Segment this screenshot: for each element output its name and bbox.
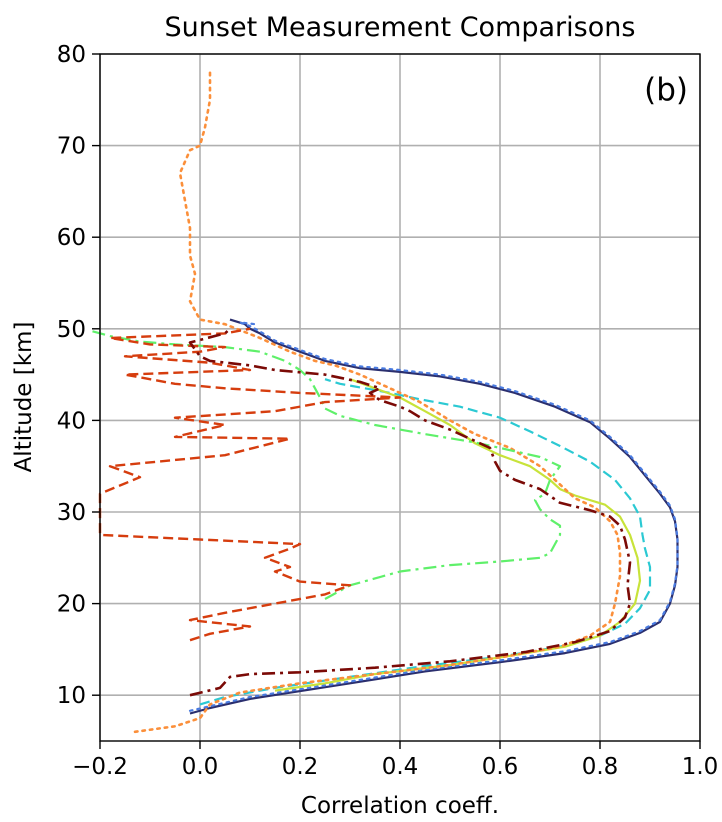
series-layer: [89, 71, 679, 734]
series-line-7: [98, 327, 402, 642]
y-tick-label: 80: [57, 42, 86, 68]
series-line-8: [188, 327, 632, 697]
y-tick-label: 30: [57, 500, 86, 526]
y-tick-label: 10: [57, 683, 86, 709]
series-line-5: [133, 71, 622, 734]
x-tick-label: 0.4: [382, 754, 419, 780]
x-tick-label: −0.2: [72, 754, 128, 780]
panel-label: (b): [644, 72, 688, 108]
series-line-1: [189, 318, 679, 715]
series-line-4: [274, 378, 642, 692]
y-tick-label: 50: [57, 317, 86, 343]
series-line-3: [199, 378, 652, 706]
y-tick-label: 70: [57, 134, 86, 160]
y-tick-label: 20: [57, 592, 86, 618]
x-tick-label: 0.2: [282, 754, 319, 780]
x-tick-label: 0.0: [182, 754, 219, 780]
chart-title: Sunset Measurement Comparisons: [165, 12, 636, 43]
y-tick-label: 40: [57, 408, 86, 434]
x-ticks: −0.2 0.0 0.2 0.4 0.6 0.8 1.0: [72, 741, 718, 780]
y-ticks: 10 20 30 40 50 60 70 80: [57, 42, 100, 709]
x-tick-label: 0.6: [482, 754, 519, 780]
x-tick-label: 1.0: [682, 754, 719, 780]
x-axis-label: Correlation coeff.: [301, 793, 499, 819]
y-axis-label: Altitude [km]: [11, 322, 37, 473]
y-tick-label: 60: [57, 225, 86, 251]
x-tick-label: 0.8: [582, 754, 619, 780]
series-line-2: [188, 321, 679, 712]
